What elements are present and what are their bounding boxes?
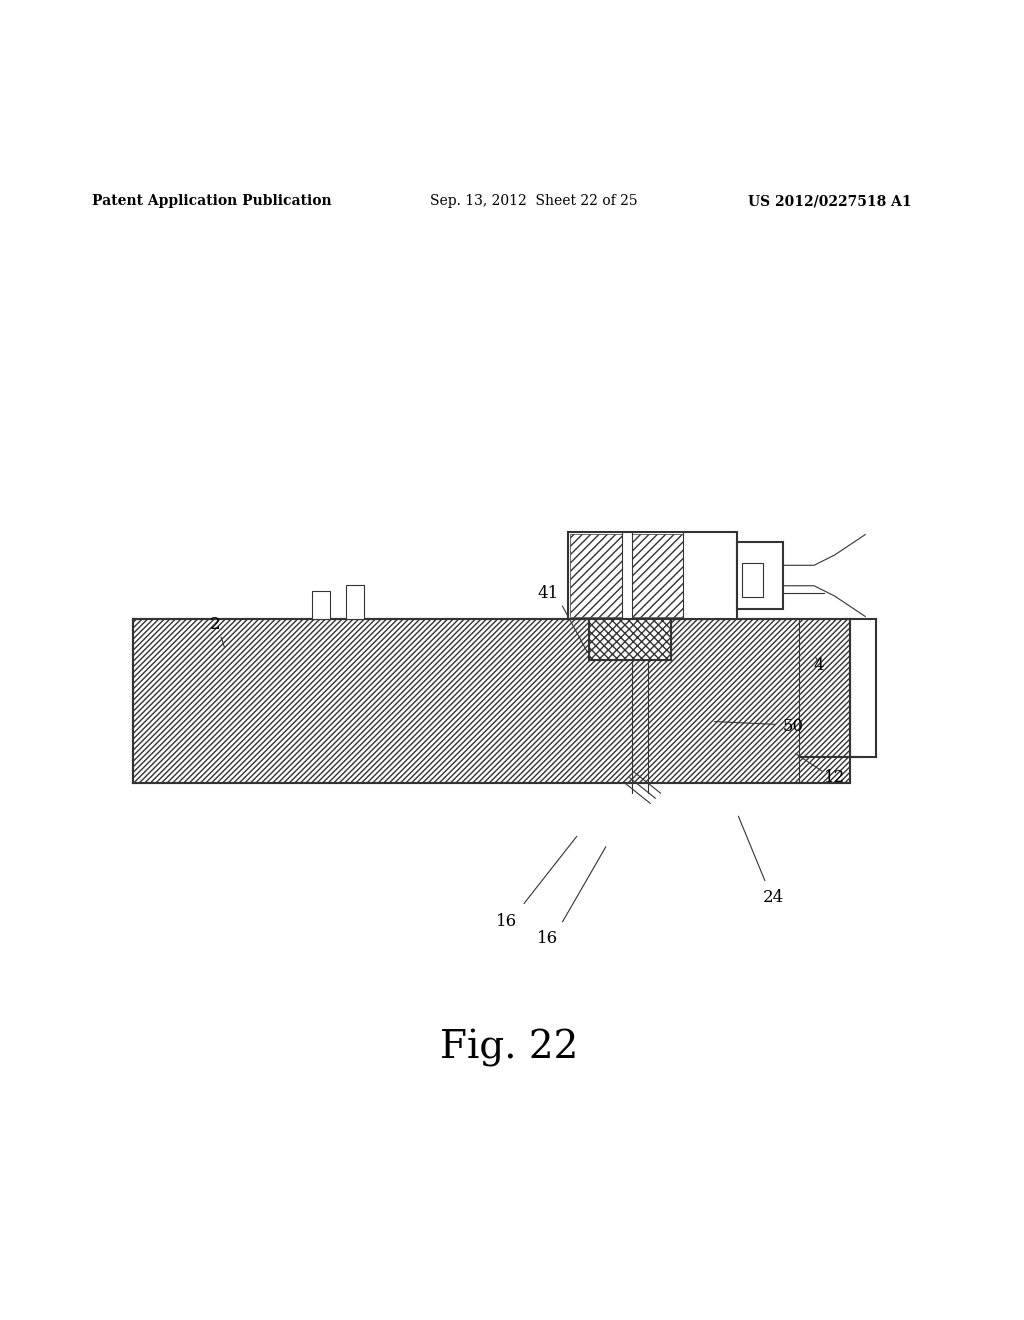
- Bar: [570, 535, 622, 616]
- Bar: [346, 585, 365, 619]
- Text: Fig. 22: Fig. 22: [440, 1028, 579, 1067]
- Bar: [133, 619, 850, 783]
- Text: Patent Application Publication: Patent Application Publication: [92, 194, 332, 209]
- Text: 2: 2: [210, 615, 220, 632]
- Text: 50: 50: [783, 718, 804, 735]
- Text: 16: 16: [497, 912, 517, 929]
- Text: US 2012/0227518 A1: US 2012/0227518 A1: [748, 194, 911, 209]
- Bar: [589, 609, 671, 660]
- Text: Sep. 13, 2012  Sheet 22 of 25: Sep. 13, 2012 Sheet 22 of 25: [430, 194, 638, 209]
- Text: 24: 24: [763, 890, 783, 906]
- Text: 16: 16: [538, 931, 558, 946]
- Bar: [737, 543, 783, 609]
- Bar: [589, 609, 671, 660]
- Text: 12: 12: [824, 770, 845, 787]
- Bar: [568, 532, 737, 619]
- Bar: [632, 535, 683, 616]
- Text: 41: 41: [538, 585, 558, 602]
- Bar: [311, 591, 330, 619]
- Bar: [742, 564, 763, 597]
- Text: 4: 4: [814, 656, 824, 673]
